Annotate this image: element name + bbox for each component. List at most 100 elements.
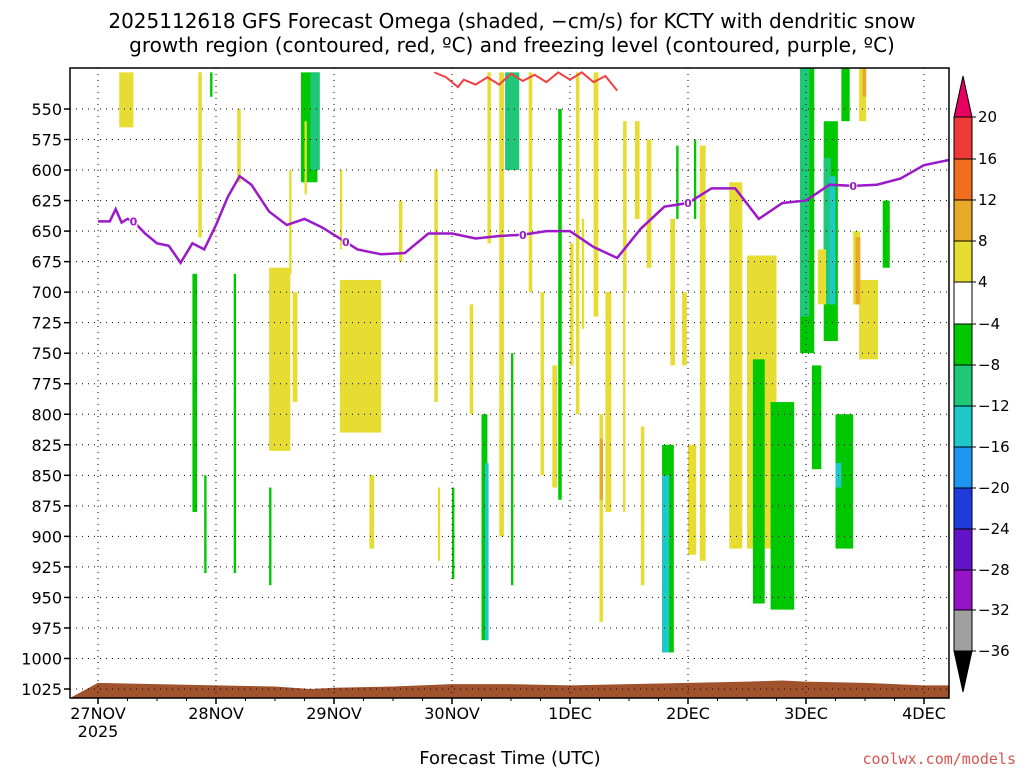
colorbar-band-7 bbox=[953, 405, 973, 448]
omega-shade-47 bbox=[862, 68, 867, 97]
credit-text: coolwx.com/models bbox=[862, 750, 1016, 768]
colorbar-label-1: 16 bbox=[978, 150, 997, 168]
freezing-label-bg-1 bbox=[341, 235, 350, 249]
colorbar-band-4 bbox=[953, 281, 973, 325]
omega-shade-4 bbox=[310, 72, 320, 171]
freezing-label-bg-0 bbox=[129, 214, 138, 228]
colorbar-bottom-arrow bbox=[953, 650, 973, 693]
ground-layer bbox=[70, 680, 949, 698]
omega-shade-68 bbox=[552, 365, 558, 488]
ground-surface bbox=[70, 680, 949, 698]
omega-shade-59 bbox=[369, 475, 375, 549]
colorbar-band-12 bbox=[953, 609, 973, 652]
omega-shade-57 bbox=[192, 273, 198, 512]
omega-shade-41 bbox=[811, 365, 822, 470]
chart-title-line2: growth region (contoured, red, ºC) and f… bbox=[129, 33, 895, 57]
freezing-label-bg-3 bbox=[684, 196, 692, 210]
omega-shade-50 bbox=[855, 237, 861, 305]
freezing-contour-label-4: 0 bbox=[849, 180, 857, 193]
colorbar-band-8 bbox=[953, 446, 973, 489]
x-year-label: 2025 bbox=[78, 722, 119, 741]
y-tick-label-875: 875 bbox=[31, 497, 62, 516]
y-tick-label-650: 650 bbox=[31, 222, 62, 241]
colorbar-band-0 bbox=[953, 116, 973, 160]
y-tick-label-950: 950 bbox=[31, 588, 62, 607]
omega-shade-27 bbox=[670, 218, 676, 366]
omega-shade-25 bbox=[634, 121, 640, 219]
omega-shade-19 bbox=[575, 72, 580, 415]
omega-shade-13 bbox=[485, 463, 489, 641]
colorbar-label-12: −32 bbox=[978, 601, 1010, 619]
y-tick-label-850: 850 bbox=[31, 466, 62, 485]
colorbar-band-3 bbox=[953, 240, 973, 283]
x-tick-label-0: 27NOV bbox=[70, 704, 126, 723]
omega-shade-21 bbox=[605, 292, 612, 512]
omega-shade-1 bbox=[198, 72, 202, 238]
omega-shade-0 bbox=[119, 72, 134, 128]
omega-shade-65 bbox=[487, 72, 491, 244]
colorbar-band-9 bbox=[953, 487, 973, 530]
x-axis-title: Forecast Time (UTC) bbox=[419, 748, 600, 768]
x-tick-label-7: 4DEC bbox=[902, 704, 946, 723]
colorbar-band-2 bbox=[953, 199, 973, 242]
omega-shade-61 bbox=[434, 170, 438, 403]
omega-shade-20 bbox=[593, 72, 599, 317]
omega-shade-45 bbox=[841, 68, 850, 122]
colorbar-band-10 bbox=[953, 528, 973, 571]
omega-shade-37 bbox=[752, 359, 765, 604]
x-tick-label-2: 29NOV bbox=[306, 704, 362, 723]
colorbar-label-9: −20 bbox=[978, 479, 1010, 497]
colorbar-label-8: −16 bbox=[978, 438, 1010, 456]
omega-shading-layer bbox=[119, 68, 890, 653]
freezing-contour-label-0: 0 bbox=[130, 215, 138, 228]
y-tick-label-1025: 1025 bbox=[21, 680, 62, 699]
colorbar-label-10: −24 bbox=[978, 520, 1010, 538]
omega-shade-69 bbox=[581, 218, 585, 329]
y-tick-label-825: 825 bbox=[31, 436, 62, 455]
colorbar-top-arrow bbox=[953, 75, 973, 118]
omega-shade-11 bbox=[339, 279, 382, 433]
y-tick-label-1000: 1000 bbox=[21, 649, 62, 668]
freezing-contour-label-3: 0 bbox=[684, 197, 692, 210]
omega-shade-56 bbox=[292, 292, 298, 403]
omega-shade-40 bbox=[800, 68, 810, 317]
y-tick-label-700: 700 bbox=[31, 283, 62, 302]
colorbar-label-13: −36 bbox=[978, 642, 1010, 660]
colorbar-label-4: 4 bbox=[978, 273, 988, 291]
x-tick-label-5: 2DEC bbox=[666, 704, 710, 723]
y-tick-label-800: 800 bbox=[31, 405, 62, 424]
omega-shade-9 bbox=[233, 273, 237, 573]
omega-shade-70 bbox=[623, 292, 626, 512]
y-tick-label-925: 925 bbox=[31, 558, 62, 577]
omega-shade-18 bbox=[558, 109, 562, 500]
x-tick-label-1: 28NOV bbox=[188, 704, 244, 723]
colorbar-band-5 bbox=[953, 323, 973, 366]
omega-shade-2 bbox=[210, 72, 213, 97]
omega-shade-67 bbox=[540, 292, 545, 476]
omega-shade-23 bbox=[599, 438, 604, 500]
y-tick-label-725: 725 bbox=[31, 314, 62, 333]
dgz-contour-layer bbox=[433, 71, 618, 92]
omega-shade-16 bbox=[511, 353, 514, 586]
colorbar-label-3: 8 bbox=[978, 232, 988, 250]
x-tick-label-3: 30NOV bbox=[424, 704, 480, 723]
omega-shade-35 bbox=[729, 182, 743, 549]
omega-shade-15 bbox=[499, 72, 504, 537]
omega-shade-66 bbox=[570, 243, 574, 366]
freezing-label-bg-2 bbox=[518, 227, 527, 241]
omega-shade-63 bbox=[452, 487, 455, 580]
colorbar-band-11 bbox=[953, 569, 973, 611]
omega-shade-44 bbox=[829, 176, 836, 305]
freezing-contour-label-2: 0 bbox=[519, 229, 527, 242]
y-tick-label-900: 900 bbox=[31, 527, 62, 546]
y-tick-label-600: 600 bbox=[31, 161, 62, 180]
freezing-label-bg-4 bbox=[849, 178, 858, 192]
y-tick-label-550: 550 bbox=[31, 100, 62, 119]
omega-shade-58 bbox=[204, 475, 207, 573]
dgz-contour-0 bbox=[433, 71, 618, 92]
omega-shade-54 bbox=[882, 200, 890, 268]
chart-title-line1: 2025112618 GFS Forecast Omega (shaded, −… bbox=[108, 9, 915, 33]
y-tick-label-975: 975 bbox=[31, 619, 62, 638]
x-tick-label-4: 1DEC bbox=[548, 704, 592, 723]
